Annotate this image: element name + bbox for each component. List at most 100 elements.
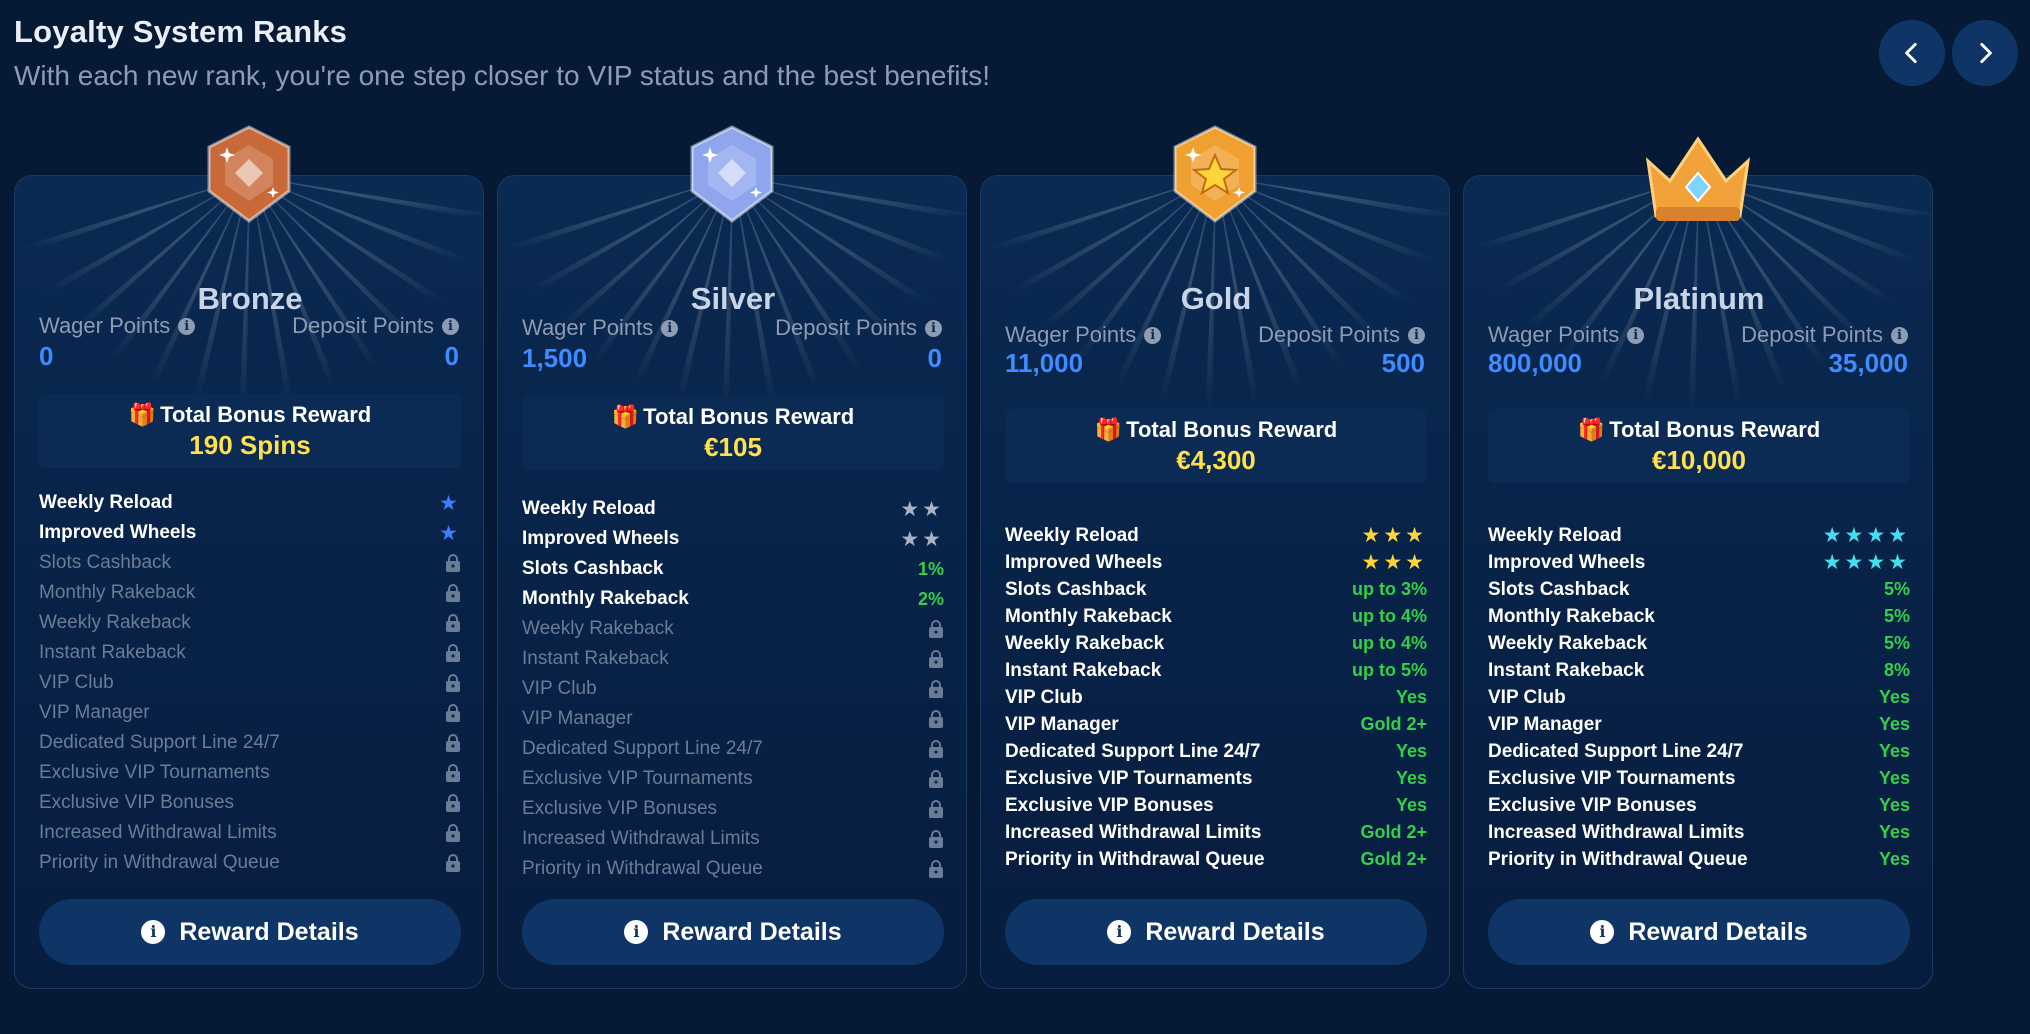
rank-name: Bronze: [197, 281, 303, 316]
benefit-label: Dedicated Support Line 24/7: [1005, 740, 1261, 762]
benefit-row: Slots Cashback 1%: [522, 554, 944, 584]
benefits-list: Weekly Reload ★★★★ Improved Wheels ★★★★ Slot…: [1488, 522, 1910, 873]
benefit-row: Weekly Reload ★: [39, 488, 461, 518]
benefit-value: Yes: [1878, 741, 1910, 761]
benefit-row: Slots Cashback: [39, 548, 461, 578]
benefit-label: VIP Manager: [1488, 713, 1602, 735]
star-rating-icon: ★★: [900, 527, 944, 551]
info-icon[interactable]: i: [178, 317, 196, 335]
benefit-value: up to 5%: [1352, 660, 1427, 680]
lock-icon: [446, 734, 460, 752]
benefit-row: VIP Manager: [39, 698, 461, 728]
benefit-value: up to 4%: [1352, 633, 1427, 653]
info-icon[interactable]: i: [1627, 326, 1645, 344]
reward-details-button[interactable]: i Reward Details: [39, 899, 461, 965]
rank-card-gold: Gold Wager Points i Deposit Points i 11,000 50…: [980, 175, 1450, 989]
bonus-value: €105: [704, 432, 762, 462]
benefit-row: VIP Club: [522, 674, 944, 704]
info-icon[interactable]: i: [925, 319, 942, 337]
info-icon: i: [1590, 920, 1615, 944]
deposit-points-label: Deposit Points i: [775, 315, 942, 341]
lock-icon: [929, 860, 943, 878]
benefit-row: Improved Wheels ★★: [522, 524, 944, 554]
benefit-value: 8%: [1883, 660, 1910, 680]
rank-card-silver: Silver Wager Points i Deposit Points i 1,500 0…: [497, 175, 967, 989]
info-icon: i: [141, 920, 166, 944]
benefit-row: Weekly Rakeback: [522, 614, 944, 644]
benefit-label: Priority in Withdrawal Queue: [1488, 848, 1748, 870]
benefit-row: Increased Withdrawal Limits: [39, 818, 461, 848]
reward-details-button[interactable]: i Reward Details: [1488, 899, 1910, 965]
benefit-value: 5%: [1883, 606, 1910, 626]
info-icon[interactable]: i: [1408, 326, 1425, 344]
benefit-row: Dedicated Support Line 24/7 Yes: [1488, 738, 1910, 765]
deposit-points-label: Deposit Points i: [1741, 322, 1908, 348]
info-icon[interactable]: i: [1144, 326, 1162, 344]
bonus-title: Total Bonus Reward: [1609, 417, 1821, 442]
benefit-value: Yes: [1878, 687, 1910, 707]
bonus-value: €10,000: [1652, 445, 1746, 475]
benefit-value: Yes: [1395, 795, 1427, 815]
benefit-label: Dedicated Support Line 24/7: [39, 732, 280, 753]
benefit-label: Increased Withdrawal Limits: [39, 822, 277, 843]
benefit-row: Dedicated Support Line 24/7: [39, 728, 461, 758]
benefit-value: Yes: [1878, 849, 1910, 869]
light-rays: [498, 176, 966, 416]
info-icon[interactable]: i: [1891, 326, 1908, 344]
benefit-label: Exclusive VIP Tournaments: [1488, 767, 1736, 789]
deposit-points-value: 500: [1381, 348, 1425, 378]
benefit-row: Monthly Rakeback up to 4%: [1005, 603, 1427, 630]
reward-details-button[interactable]: i Reward Details: [1005, 899, 1427, 965]
benefit-label: Instant Rakeback: [522, 648, 669, 669]
benefit-value: Yes: [1395, 687, 1427, 707]
benefit-label: Slots Cashback: [1488, 578, 1630, 600]
page-subtitle: With each new rank, you're one step clos…: [14, 60, 991, 91]
page-title: Loyalty System Ranks: [14, 14, 348, 49]
benefit-row: Dedicated Support Line 24/7: [522, 734, 944, 764]
gift-icon: 🎁: [128, 402, 157, 427]
benefit-label: Instant Rakeback: [1005, 659, 1162, 681]
bonus-reward-box: 🎁 Total Bonus Reward 190 Spins: [39, 394, 461, 468]
benefit-value: 5%: [1883, 579, 1910, 599]
lock-icon: [446, 614, 460, 632]
lock-icon: [929, 830, 943, 848]
next-button[interactable]: [1952, 20, 2018, 86]
light-rays: [15, 176, 483, 416]
light-rays: [981, 176, 1449, 416]
lock-icon: [446, 554, 460, 572]
star-rating-icon: ★★★: [1361, 551, 1427, 574]
benefit-row: VIP Manager Yes: [1488, 711, 1910, 738]
wager-points-value: 11,000: [1005, 348, 1084, 378]
benefit-label: Improved Wheels: [1488, 551, 1646, 573]
lock-icon: [929, 740, 943, 758]
wager-points-label: Wager Points i: [1005, 322, 1162, 348]
benefit-label: Improved Wheels: [522, 528, 680, 549]
benefit-row: Monthly Rakeback: [39, 578, 461, 608]
benefit-row: Exclusive VIP Tournaments Yes: [1005, 765, 1427, 792]
benefit-row: Increased Withdrawal Limits Gold 2+: [1005, 819, 1427, 846]
star-rating-icon: ★: [439, 521, 461, 545]
benefits-list: Weekly Reload ★★ Improved Wheels ★★ Slots Ca…: [522, 494, 944, 884]
benefit-label: VIP Club: [39, 672, 114, 693]
benefit-label: VIP Club: [522, 678, 597, 699]
lock-icon: [446, 674, 460, 692]
benefit-row: Dedicated Support Line 24/7 Yes: [1005, 738, 1427, 765]
info-icon[interactable]: i: [442, 317, 459, 335]
benefit-label: Exclusive VIP Tournaments: [1005, 767, 1253, 789]
reward-details-button[interactable]: i Reward Details: [522, 899, 944, 965]
benefit-value: Yes: [1878, 795, 1910, 815]
benefit-value: Yes: [1395, 741, 1427, 761]
benefits-list: Weekly Reload ★★★ Improved Wheels ★★★ Slots …: [1005, 522, 1427, 873]
benefit-label: Exclusive VIP Tournaments: [39, 762, 270, 783]
benefit-label: Weekly Reload: [39, 492, 173, 513]
benefit-label: Instant Rakeback: [1488, 659, 1645, 681]
benefit-row: Instant Rakeback: [522, 644, 944, 674]
benefit-row: Improved Wheels ★: [39, 518, 461, 548]
deposit-points-value: 0: [927, 343, 942, 373]
benefit-value: Yes: [1878, 714, 1910, 734]
info-icon[interactable]: i: [661, 319, 679, 337]
benefit-value: up to 4%: [1352, 606, 1427, 626]
bronze-badge-icon: [207, 125, 291, 223]
benefit-row: VIP Club: [39, 668, 461, 698]
prev-button[interactable]: [1879, 20, 1945, 86]
